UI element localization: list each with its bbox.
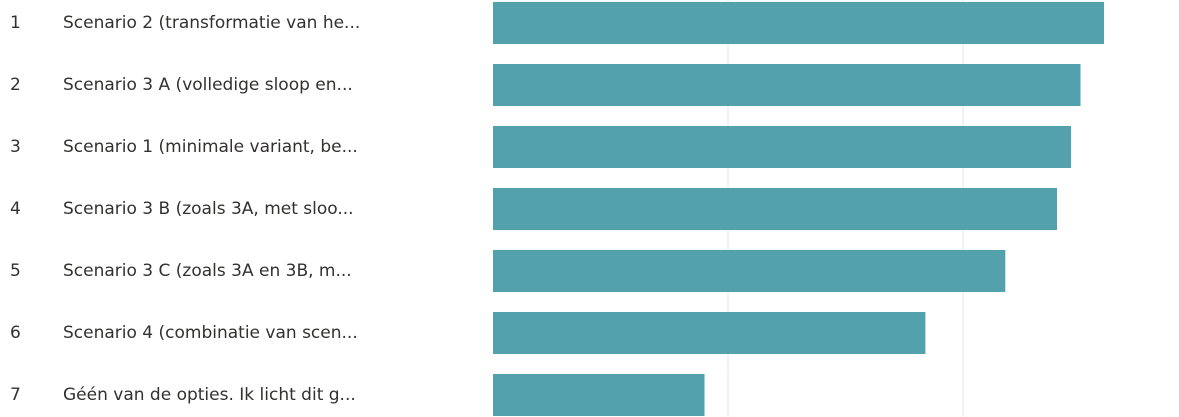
- rank-number-1: 1: [10, 13, 21, 33]
- rank-number-6: 6: [10, 323, 21, 343]
- category-labels: 1 Scenario 2 (transformatie van he... 2 Sce…: [10, 13, 360, 405]
- category-label-4: Scenario 3 B (zoals 3A, met sloo...: [63, 199, 354, 219]
- rank-number-3: 3: [10, 137, 21, 157]
- rank-number-2: 2: [10, 75, 21, 95]
- category-label-5: Scenario 3 C (zoals 3A en 3B, m...: [63, 261, 352, 281]
- rank-number-7: 7: [10, 385, 21, 405]
- bar-5[interactable]: [493, 250, 1005, 292]
- rank-number-5: 5: [10, 261, 21, 281]
- bar-4[interactable]: [493, 188, 1057, 230]
- category-label-1: Scenario 2 (transformatie van he...: [63, 13, 360, 33]
- bar-6[interactable]: [493, 312, 925, 354]
- category-label-2: Scenario 3 A (volledige sloop en...: [63, 75, 353, 95]
- bar-3[interactable]: [493, 126, 1071, 168]
- bar-1[interactable]: [493, 2, 1104, 44]
- bars: [493, 2, 1104, 416]
- category-label-7: Géén van de opties. Ik licht dit g...: [63, 385, 356, 405]
- category-label-6: Scenario 4 (combinatie van scen...: [63, 323, 358, 343]
- category-label-3: Scenario 1 (minimale variant, be...: [63, 137, 358, 157]
- bar-7[interactable]: [493, 374, 705, 416]
- bar-2[interactable]: [493, 64, 1081, 106]
- rank-number-4: 4: [10, 199, 21, 219]
